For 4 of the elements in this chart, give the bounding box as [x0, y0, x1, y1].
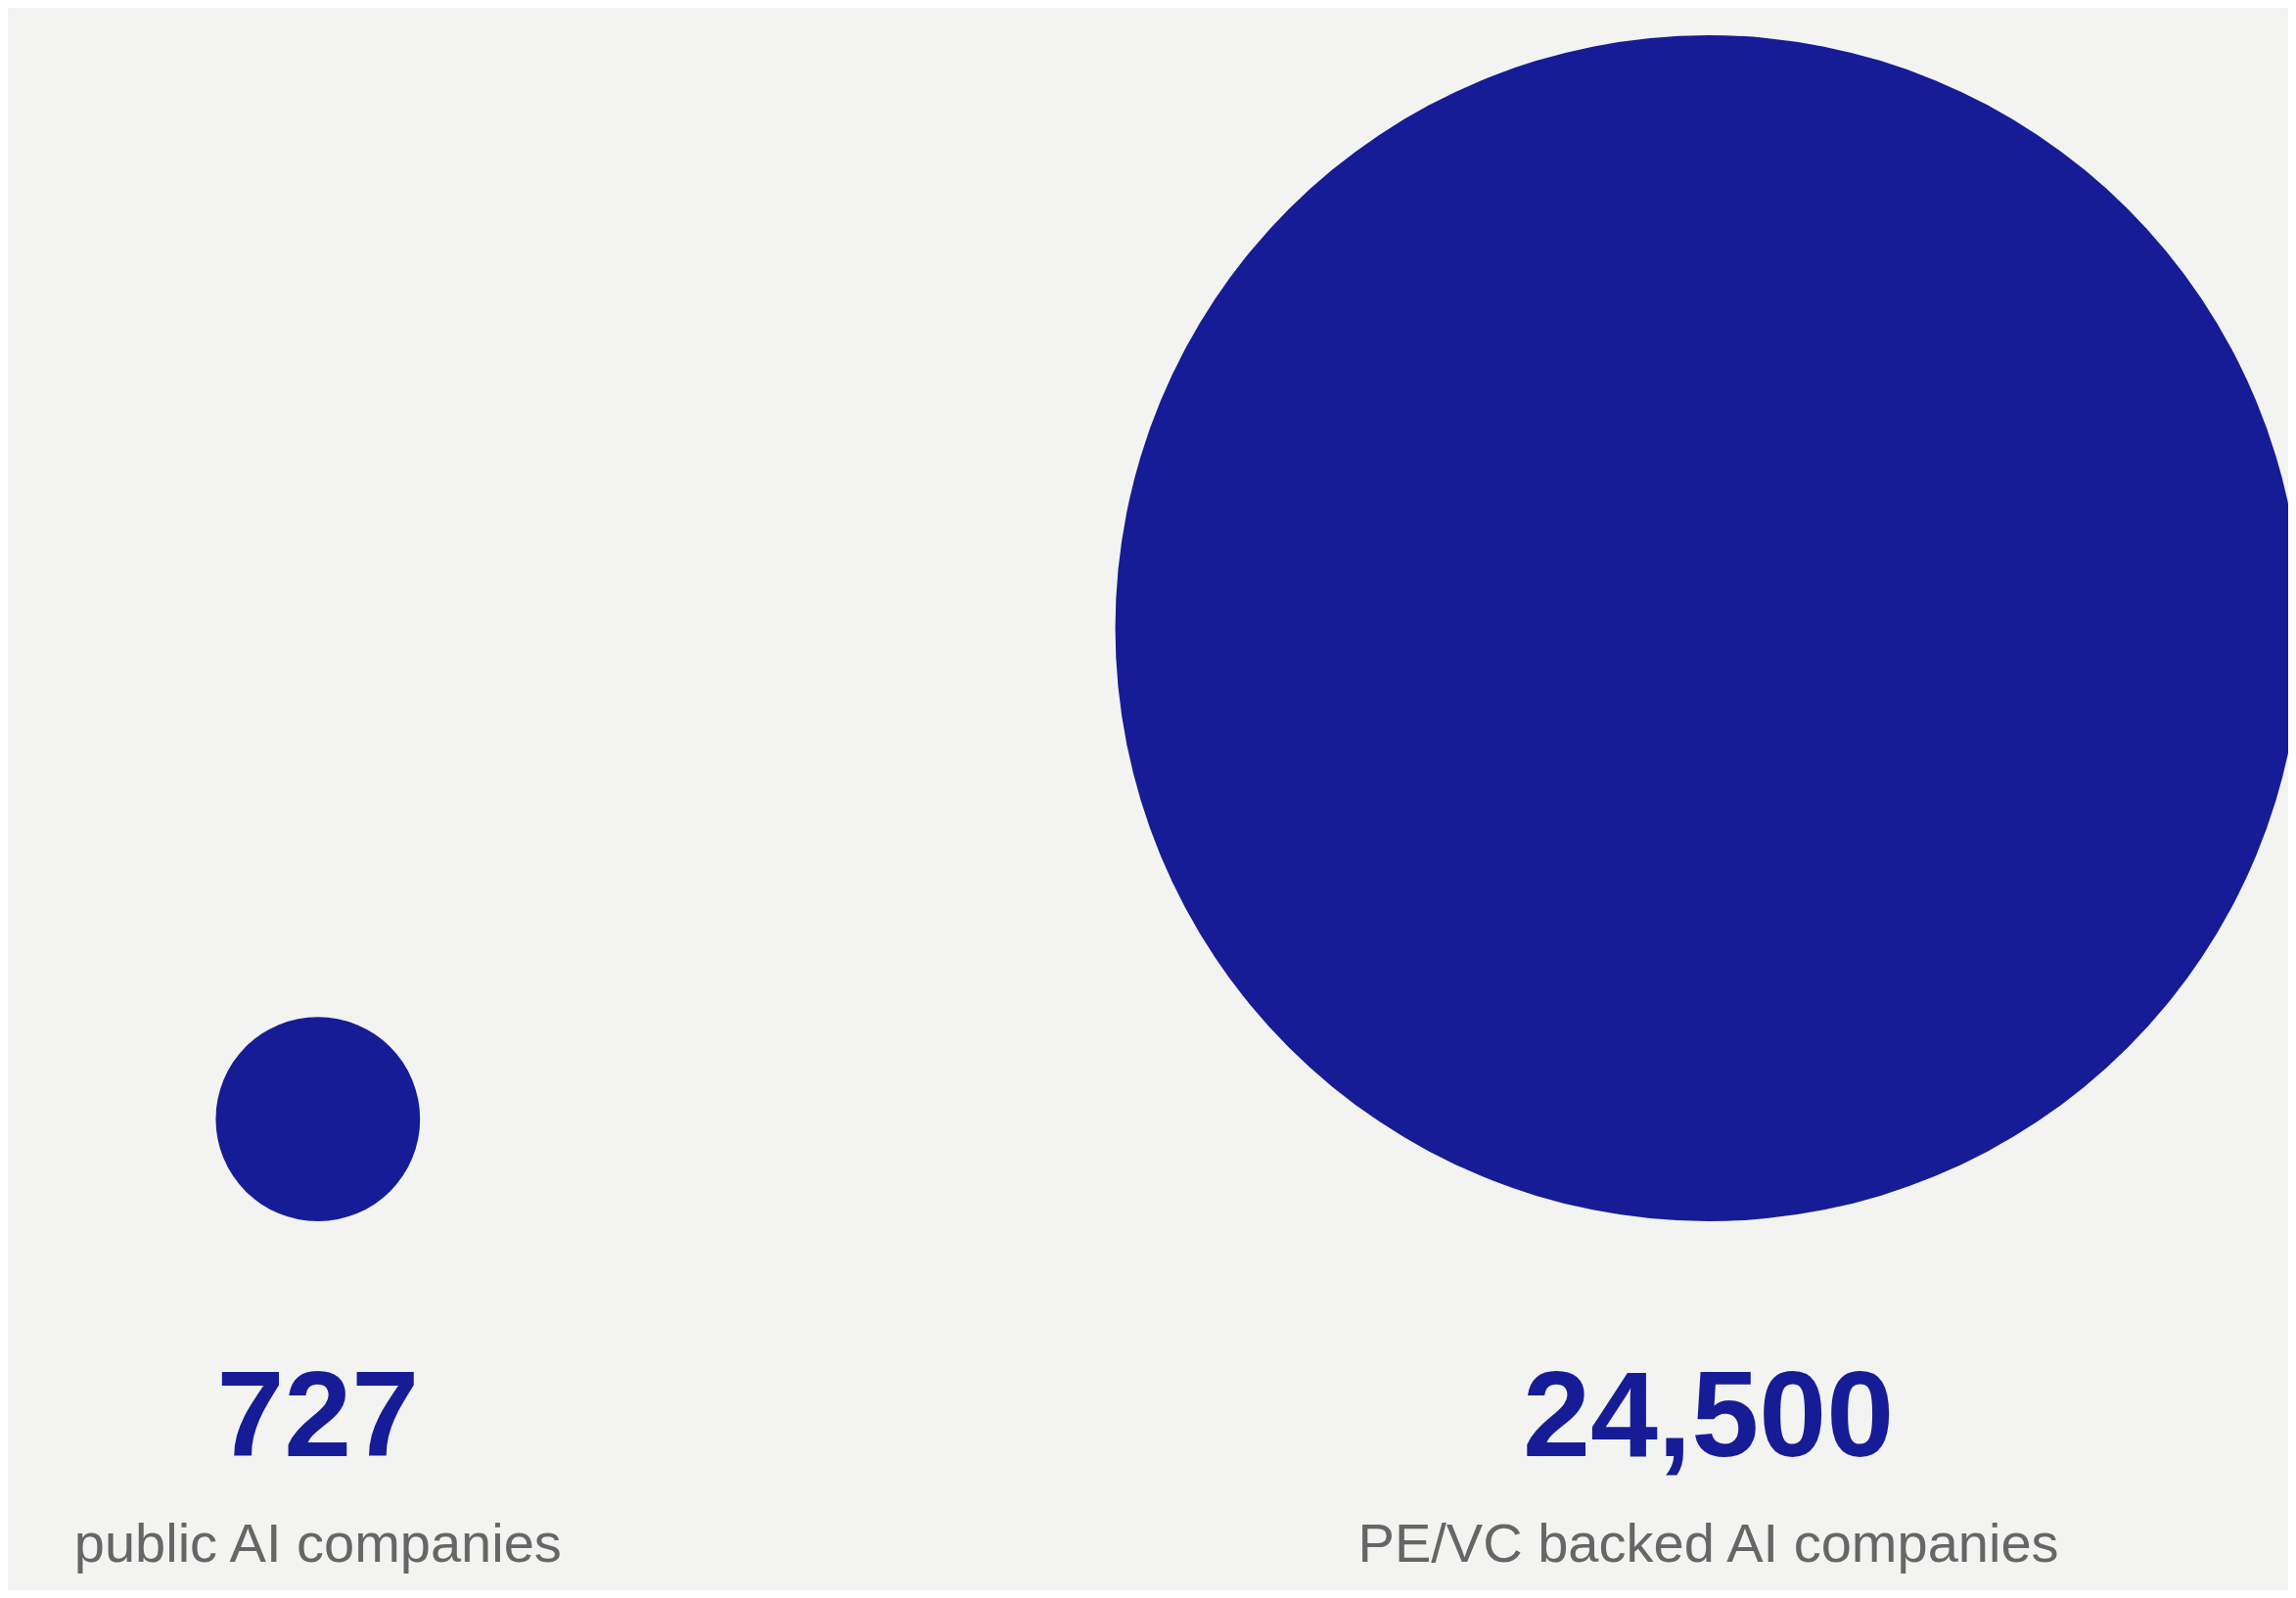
data-label: 727: [216, 1347, 420, 1482]
data-label: 24,500: [1522, 1347, 1895, 1482]
category-label: public AI companies: [73, 1512, 562, 1574]
category-label: PE/VC backed AI companies: [1357, 1512, 2059, 1574]
